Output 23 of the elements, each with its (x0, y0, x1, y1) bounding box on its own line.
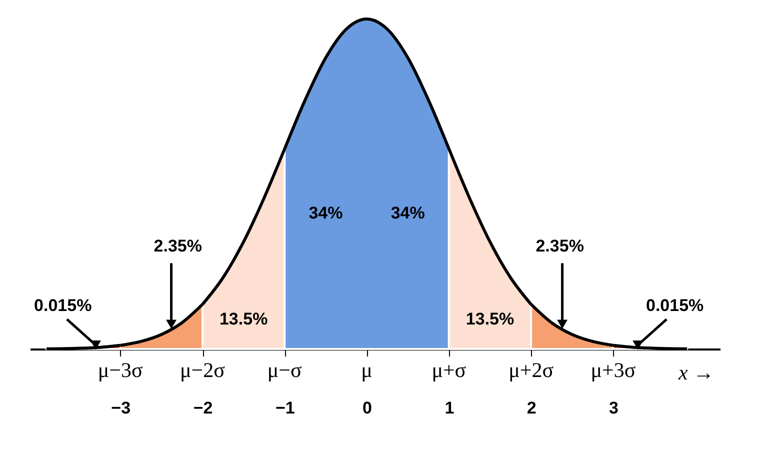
x-tick-label: 1 (444, 398, 454, 418)
annotation: μ+2σ (508, 358, 554, 382)
annotation: 2.35% (536, 236, 584, 256)
x-tick-label: −1 (275, 398, 295, 418)
annotation: μ−2σ (180, 358, 225, 382)
x-axis-title: x → (678, 360, 714, 384)
annotation: μ+3σ (590, 358, 636, 382)
annotation: μ−σ (267, 358, 302, 382)
annotation: 34% (390, 204, 425, 223)
x-tick-label: 0 (362, 398, 372, 418)
annotation: 34% (308, 204, 343, 223)
x-tick-label: 2 (526, 398, 536, 418)
annotation: 0.015% (646, 296, 704, 316)
x-tick-label: 3 (608, 398, 618, 418)
annotation: 13.5% (219, 309, 268, 328)
annotation: 0.015% (34, 296, 92, 316)
x-tick-label: −3 (111, 398, 131, 418)
x-tick-label: −2 (193, 398, 213, 418)
annotation: μ+σ (432, 358, 466, 382)
annotation: μ−3σ (98, 358, 143, 382)
annotation: μ (361, 358, 372, 382)
annotation: 13.5% (466, 309, 514, 328)
annotation: 2.35% (154, 236, 202, 256)
